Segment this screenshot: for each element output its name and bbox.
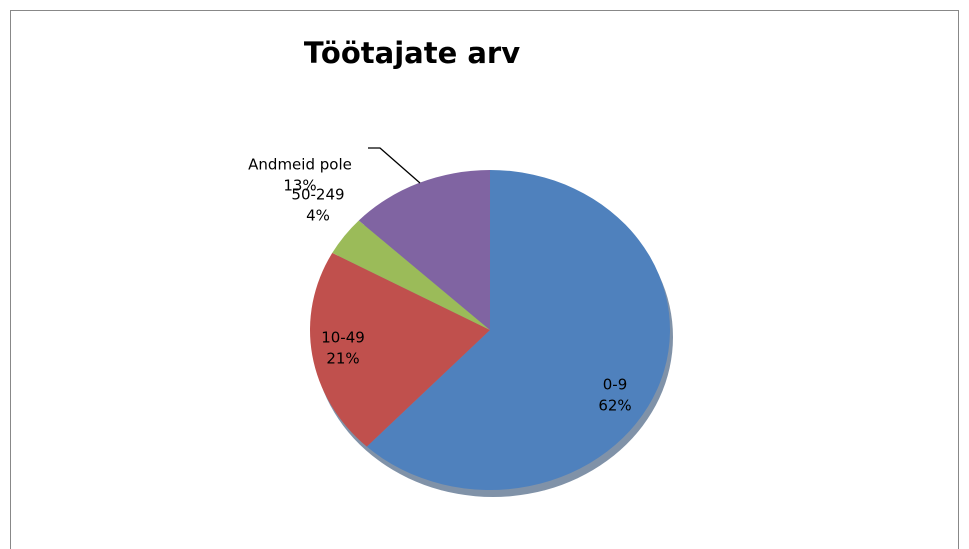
slice-label: Andmeid pole <box>248 156 352 174</box>
slice-label: 0-9 <box>603 376 628 394</box>
pie-slice <box>366 170 670 490</box>
slice-value-label: 62% <box>598 397 631 415</box>
slice-label: 10-49 <box>321 329 365 347</box>
pie-slice <box>310 252 490 447</box>
chart-title: Töötajate arv <box>304 36 520 70</box>
slice-label: 50-249 <box>291 186 344 204</box>
pie-slice <box>358 170 490 330</box>
slice-value-label: 21% <box>326 350 359 368</box>
slice-value-label: 13% <box>283 177 316 195</box>
slice-value-label: 4% <box>306 207 330 225</box>
leader-line <box>368 147 421 184</box>
pie-slice <box>332 220 490 330</box>
